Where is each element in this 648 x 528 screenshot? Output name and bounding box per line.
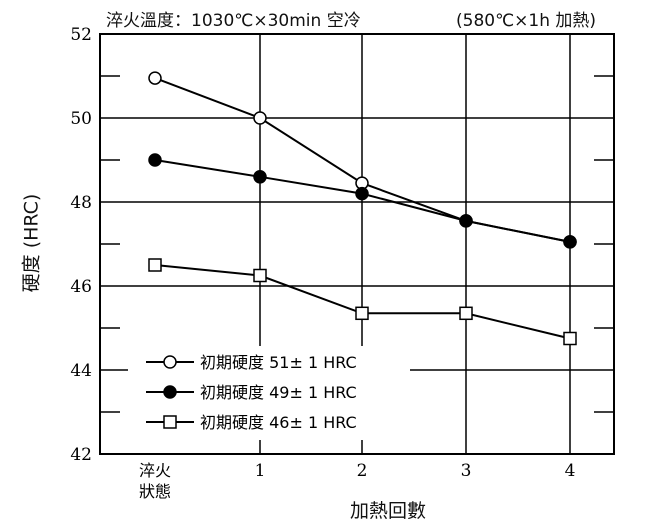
x-tick-label-3: 3 bbox=[461, 461, 472, 481]
x-axis-label: 加熱回數 bbox=[350, 500, 427, 522]
x-tick-label-2: 2 bbox=[357, 461, 368, 481]
legend-label-2: 初期硬度 46± 1 HRC bbox=[200, 413, 357, 432]
x-tick-labels: 淬火狀態 1 2 3 4 bbox=[139, 461, 575, 501]
y-tick-label-52: 52 bbox=[70, 25, 92, 45]
x-tick-label-0: 淬火狀態 bbox=[139, 461, 171, 501]
legend-label-0: 初期硬度 51± 1 HRC bbox=[200, 353, 357, 372]
series-2-point-0 bbox=[148, 258, 162, 272]
header-left: 淬火溫度：1030℃×30min 空冷 bbox=[106, 11, 361, 31]
header-right: (580℃×1h 加熱) bbox=[456, 11, 597, 31]
y-tick-label-46: 46 bbox=[70, 277, 92, 297]
series-2-point-2 bbox=[355, 306, 369, 321]
x-tick-label-line: 狀態 bbox=[139, 482, 171, 501]
y-axis-label: 硬度 (HRC) bbox=[20, 193, 43, 293]
series-1-point-0 bbox=[148, 153, 162, 167]
series-2-point-1 bbox=[253, 268, 267, 283]
series-1-point-4 bbox=[563, 235, 577, 249]
legend: 初期硬度 51± 1 HRC 初期硬度 49± 1 HRC 初期硬度 46± 1 H… bbox=[128, 346, 410, 440]
x-tick-label-line: 4 bbox=[565, 461, 576, 481]
y-tick-labels: 42 44 46 48 50 52 bbox=[70, 25, 92, 465]
legend-marker-1 bbox=[163, 385, 177, 399]
y-tick-label-44: 44 bbox=[70, 361, 92, 381]
plot-frame bbox=[99, 33, 615, 455]
series-0-point-0 bbox=[148, 71, 162, 85]
y-tick-label-42: 42 bbox=[70, 445, 92, 465]
series-1-point-1 bbox=[253, 170, 267, 184]
x-tick-label-line: 2 bbox=[357, 461, 368, 481]
y-tick-label-48: 48 bbox=[70, 193, 92, 213]
series-2-point-3 bbox=[459, 306, 473, 321]
x-tick-label-line: 1 bbox=[255, 461, 266, 481]
y-tick-label-50: 50 bbox=[70, 109, 92, 129]
series-1-point-3 bbox=[459, 214, 473, 228]
series-0-point-1 bbox=[253, 111, 267, 125]
legend-label-1: 初期硬度 49± 1 HRC bbox=[200, 383, 357, 402]
x-tick-label-1: 1 bbox=[255, 461, 266, 481]
legend-marker-0 bbox=[163, 355, 177, 369]
x-tick-label-line: 3 bbox=[461, 461, 472, 481]
series-1-point-2 bbox=[355, 186, 369, 201]
x-tick-label-4: 4 bbox=[565, 461, 576, 481]
legend-marker-2 bbox=[163, 415, 177, 429]
x-tick-label-line: 淬火 bbox=[139, 461, 171, 480]
series-2-point-4 bbox=[563, 331, 577, 346]
series-layer bbox=[148, 71, 577, 346]
